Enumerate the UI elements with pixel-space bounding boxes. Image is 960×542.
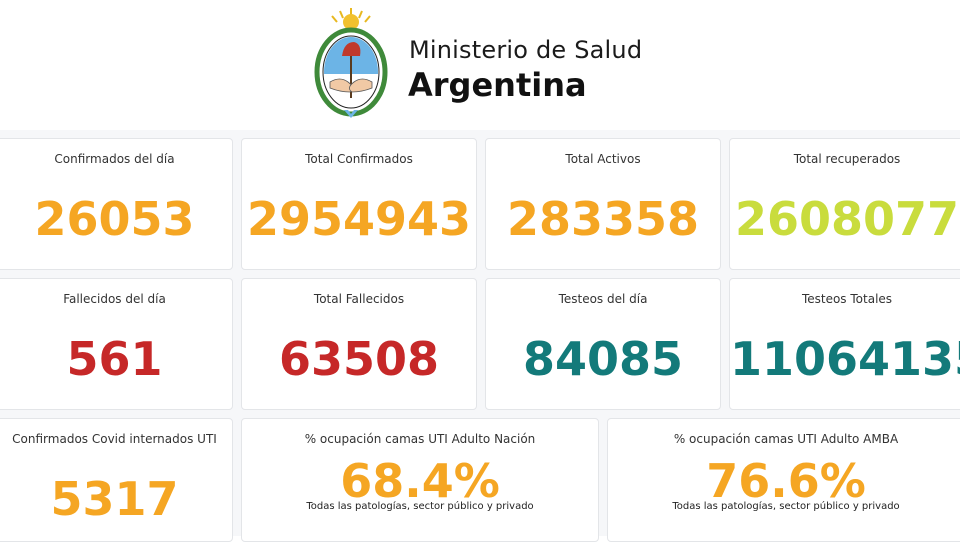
card-label: Total Fallecidos xyxy=(313,292,405,306)
card-total-recuperados: Total recuperados 2608077 xyxy=(729,138,960,270)
card-value: 76.6% xyxy=(706,454,866,508)
header: Ministerio de Salud Argentina xyxy=(0,0,960,130)
card-label: Confirmados del día xyxy=(54,152,175,166)
card-testeos-totales: Testeos Totales 11064135 xyxy=(729,278,960,410)
card-value: 561 xyxy=(66,332,163,386)
card-value: 63508 xyxy=(278,332,440,386)
card-fallecidos-dia: Fallecidos del día 561 xyxy=(0,278,233,410)
card-note: Todas las patologías, sector público y p… xyxy=(672,501,900,512)
card-ocupacion-amba: % ocupación camas UTI Adulto AMBA 76.6% … xyxy=(607,418,960,542)
card-value: 68.4% xyxy=(340,454,500,508)
card-label: % ocupación camas UTI Adulto Nación xyxy=(304,432,536,446)
country-name: Argentina xyxy=(408,66,587,104)
card-ocupacion-nacion: % ocupación camas UTI Adulto Nación 68.4… xyxy=(241,418,599,542)
card-value: 84085 xyxy=(522,332,684,386)
card-value: 11064135 xyxy=(730,332,960,386)
card-confirmados-dia: Confirmados del día 26053 xyxy=(0,138,233,270)
card-note: Todas las patologías, sector público y p… xyxy=(306,501,534,512)
card-testeos-dia: Testeos del día 84085 xyxy=(485,278,721,410)
card-total-confirmados: Total Confirmados 2954943 xyxy=(241,138,477,270)
card-value: 26053 xyxy=(34,192,195,246)
card-label: Fallecidos del día xyxy=(63,292,166,306)
card-label: % ocupación camas UTI Adulto AMBA xyxy=(673,432,899,446)
card-internados-uti: Confirmados Covid internados UTI 5317 xyxy=(0,418,233,542)
card-value: 2954943 xyxy=(246,192,472,246)
card-value: 2608077 xyxy=(734,192,960,246)
card-label: Total Activos xyxy=(565,152,641,166)
card-label: Testeos Totales xyxy=(801,292,893,306)
card-value: 5317 xyxy=(50,472,179,526)
card-label: Confirmados Covid internados UTI xyxy=(12,432,217,446)
card-value: 283358 xyxy=(506,192,700,246)
card-total-fallecidos: Total Fallecidos 63508 xyxy=(241,278,477,410)
card-label: Testeos del día xyxy=(558,292,648,306)
card-label: Total Confirmados xyxy=(305,152,413,166)
card-label: Total recuperados xyxy=(793,152,901,166)
card-total-activos: Total Activos 283358 xyxy=(485,138,721,270)
argentina-coat-of-arms-icon xyxy=(314,8,388,118)
ministry-name: Ministerio de Salud xyxy=(409,36,643,64)
